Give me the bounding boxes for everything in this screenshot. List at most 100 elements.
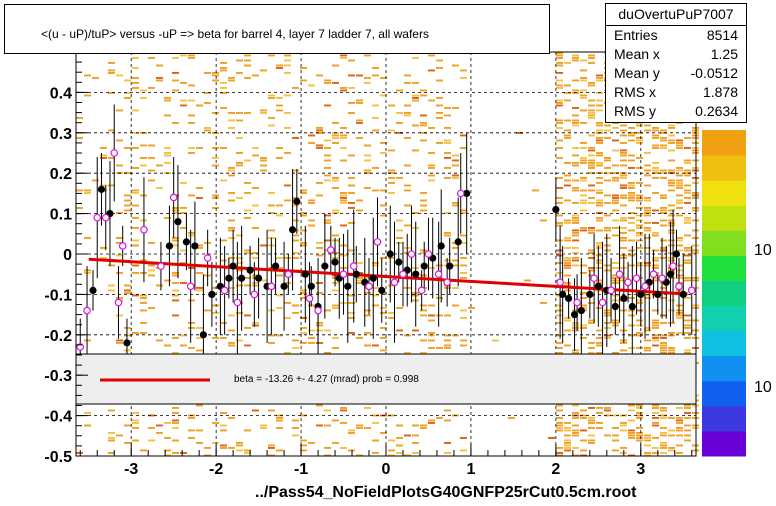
heatmap-cell <box>100 157 107 159</box>
heatmap-cell <box>212 147 219 149</box>
heatmap-cell <box>108 437 115 439</box>
heatmap-cell <box>140 144 147 147</box>
heatmap-cell <box>428 339 435 342</box>
heatmap-cell <box>404 137 411 139</box>
heatmap-cell <box>428 127 435 129</box>
heatmap-cell <box>132 264 139 267</box>
heatmap-cell <box>332 137 339 139</box>
heatmap-cell <box>572 257 579 259</box>
heatmap-cell <box>92 77 99 79</box>
heatmap-cell <box>580 292 587 294</box>
heatmap-cell <box>572 417 579 419</box>
heatmap-cell <box>396 177 403 179</box>
heatmap-cell <box>372 167 379 169</box>
heatmap-cell <box>596 162 603 164</box>
heatmap-cell <box>580 157 587 159</box>
heatmap-cell <box>252 204 259 207</box>
data-point-open <box>598 298 607 307</box>
heatmap-cell <box>572 162 579 164</box>
heatmap-cell <box>620 184 627 187</box>
heatmap-cell <box>628 229 635 232</box>
heatmap-cell <box>252 324 259 327</box>
heatmap-cell <box>588 342 595 344</box>
heatmap-cell <box>420 304 427 307</box>
heatmap-cell <box>596 77 603 79</box>
heatmap-cell <box>324 159 331 162</box>
heatmap-cell <box>132 332 139 334</box>
heatmap-cell <box>356 119 363 122</box>
heatmap-cell <box>404 114 411 117</box>
heatmap-cell <box>660 239 667 242</box>
heatmap-cell <box>332 419 339 422</box>
heatmap-cell <box>420 139 427 142</box>
heatmap-cell <box>436 59 443 62</box>
heatmap-cell <box>388 284 395 287</box>
heatmap-cell <box>652 447 659 449</box>
heatmap-cell <box>588 319 595 322</box>
heatmap-cell <box>156 79 163 82</box>
heatmap-cell <box>244 77 251 79</box>
heatmap-cell <box>668 134 675 137</box>
heatmap-cell <box>108 62 115 64</box>
heatmap-cell <box>660 337 667 339</box>
heatmap-cell <box>468 307 475 309</box>
heatmap-cell <box>588 352 595 354</box>
heatmap-cell <box>652 232 659 234</box>
heatmap-cell <box>596 79 603 82</box>
heatmap-cell <box>76 137 83 139</box>
heatmap-cell <box>612 127 619 129</box>
heatmap-cell <box>636 239 643 242</box>
heatmap-cell <box>420 274 427 277</box>
heatmap-cell <box>348 432 355 434</box>
heatmap-cell <box>596 427 603 429</box>
heatmap-cell <box>652 127 659 129</box>
heatmap-cell <box>140 302 147 304</box>
heatmap-cell <box>572 424 579 427</box>
heatmap-cell <box>604 194 611 197</box>
heatmap-cell <box>572 252 579 254</box>
heatmap-cell <box>188 347 195 349</box>
heatmap-cell <box>428 164 435 167</box>
data-point-filled <box>395 258 403 266</box>
heatmap-cell <box>572 187 579 189</box>
heatmap-cell <box>636 332 643 334</box>
heatmap-cell <box>604 167 611 169</box>
heatmap-cell <box>652 222 659 224</box>
heatmap-cell <box>604 214 611 217</box>
heatmap-cell <box>588 232 595 234</box>
heatmap-cell <box>572 122 579 124</box>
heatmap-cell <box>284 257 291 259</box>
heatmap-cell <box>212 197 219 199</box>
heatmap-cell <box>644 152 651 154</box>
heatmap-cell <box>596 259 603 262</box>
heatmap-cell <box>172 237 179 239</box>
heatmap-cell <box>124 442 131 444</box>
heatmap-cell <box>668 429 675 432</box>
heatmap-cell <box>244 327 251 329</box>
heatmap-cell <box>284 64 291 67</box>
heatmap-cell <box>580 94 587 97</box>
heatmap-cell <box>172 289 179 292</box>
heatmap-cell <box>124 327 131 329</box>
heatmap-cell <box>76 452 83 454</box>
heatmap-cell <box>340 134 347 137</box>
heatmap-cell <box>316 147 323 149</box>
heatmap-cell <box>356 279 363 282</box>
y-tick-label: 0.2 <box>50 166 72 183</box>
heatmap-cell <box>444 167 451 169</box>
heatmap-cell <box>428 334 435 337</box>
heatmap-cell <box>612 262 619 264</box>
heatmap-cell <box>556 342 563 344</box>
heatmap-cell <box>668 127 675 129</box>
heatmap-cell <box>588 159 595 162</box>
heatmap-cell <box>284 127 291 129</box>
heatmap-cell <box>396 329 403 332</box>
heatmap-cell <box>564 239 571 242</box>
heatmap-cell <box>572 222 579 224</box>
heatmap-cell <box>676 207 683 209</box>
data-point-open <box>607 286 615 295</box>
heatmap-cell <box>628 192 635 194</box>
heatmap-cell <box>172 72 179 74</box>
heatmap-cell <box>572 352 579 354</box>
data-point-open <box>434 270 443 279</box>
